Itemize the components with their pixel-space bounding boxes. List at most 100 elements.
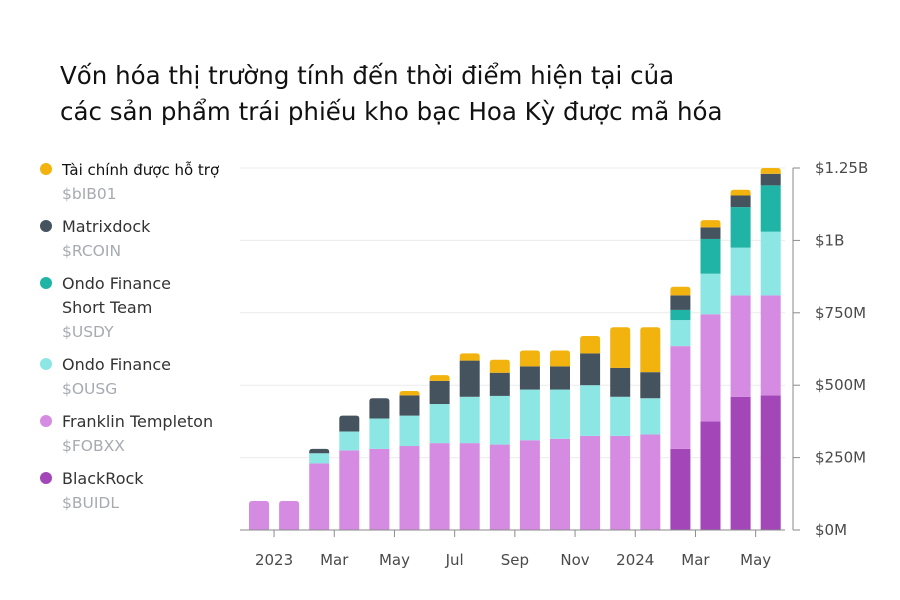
bar-segment bbox=[309, 448, 330, 454]
bar-segment bbox=[730, 195, 751, 208]
legend-ticker-ondo-finance: $OUSG bbox=[62, 380, 118, 398]
bar-segment bbox=[580, 435, 601, 530]
bar-segment bbox=[459, 360, 480, 397]
bar-segment bbox=[580, 335, 601, 354]
bar-segment bbox=[640, 434, 661, 530]
bar-stack bbox=[249, 501, 269, 530]
bar-segment bbox=[640, 327, 661, 373]
bar-segment bbox=[519, 350, 540, 367]
legend-item-ondo-finance: Ondo Finance $OUSG bbox=[40, 353, 240, 401]
x-tick-label: May bbox=[740, 551, 771, 569]
y-tick-label: $1.25B bbox=[815, 159, 868, 177]
y-tick-label: $750M bbox=[815, 304, 866, 322]
bar-segment bbox=[550, 350, 570, 367]
bar-segment bbox=[700, 220, 721, 228]
bar-segment bbox=[279, 501, 300, 530]
bar-segment bbox=[429, 443, 450, 530]
bar-segment bbox=[429, 380, 450, 405]
bar-segment bbox=[519, 389, 540, 441]
bar-stack bbox=[489, 359, 510, 530]
bar-stack bbox=[279, 501, 300, 530]
x-tick-label: 2023 bbox=[255, 551, 293, 569]
legend-ticker-ondo-short-team: $USDY bbox=[62, 323, 114, 341]
bar-segment bbox=[760, 173, 781, 186]
bar-stack bbox=[640, 327, 661, 530]
legend-swatch-supported-finance bbox=[40, 163, 52, 175]
bar-segment bbox=[760, 185, 781, 232]
legend-item-ondo-short-team: Ondo Finance Short Team $USDY bbox=[40, 272, 240, 344]
bar-segment bbox=[489, 359, 510, 373]
bar-stack bbox=[429, 375, 450, 530]
x-tick-label: May bbox=[379, 551, 410, 569]
bar-stack bbox=[670, 286, 691, 530]
bar-stack bbox=[730, 189, 751, 530]
y-tick-label: $1B bbox=[815, 231, 844, 249]
bar-segment bbox=[519, 440, 540, 530]
bar-segment bbox=[550, 389, 570, 439]
bar-segment bbox=[429, 375, 450, 381]
chart-legend: Tài chính được hỗ trợ $bIB01 Matrixdock … bbox=[40, 158, 240, 524]
bar-segment bbox=[700, 238, 721, 274]
legend-item-supported-finance: Tài chính được hỗ trợ $bIB01 bbox=[40, 158, 240, 206]
legend-item-matrixdock: Matrixdock $RCOIN bbox=[40, 215, 240, 263]
y-tick-label: $250M bbox=[815, 449, 866, 467]
grid-lines bbox=[240, 167, 785, 459]
bar-segment bbox=[309, 463, 330, 530]
legend-swatch-ondo-finance bbox=[40, 358, 52, 370]
y-tick-label: $500M bbox=[815, 376, 866, 394]
bar-segment bbox=[369, 418, 390, 449]
bar-stack bbox=[309, 448, 330, 530]
axes: $0M $250M $500M $750M $1B $1.25B 2023 Mar May Jul… bbox=[240, 159, 868, 569]
bar-segment bbox=[339, 431, 360, 451]
legend-label-franklin-templeton: Franklin Templeton bbox=[62, 412, 214, 431]
bar-segment bbox=[640, 398, 661, 435]
bar-segment bbox=[700, 314, 721, 422]
bar-segment bbox=[429, 404, 450, 444]
x-tick-label: 2024 bbox=[616, 551, 654, 569]
bar-segment bbox=[369, 398, 390, 419]
bar-segment bbox=[489, 395, 510, 445]
bar-segment bbox=[249, 501, 269, 530]
chart-title-line-2: các sản phẩm trái phiếu kho bạc Hoa Kỳ đ… bbox=[60, 97, 723, 126]
bar-segment bbox=[309, 453, 330, 464]
bar-stack bbox=[339, 415, 360, 530]
bar-segment bbox=[339, 450, 360, 530]
chart-title-line-1: Vốn hóa thị trường tính đến thời điểm hi… bbox=[60, 61, 675, 90]
legend-label-blackrock: BlackRock bbox=[62, 469, 144, 488]
bar-segment bbox=[730, 396, 751, 530]
bar-segment bbox=[700, 227, 721, 239]
bar-segment bbox=[670, 309, 691, 321]
bar-segment bbox=[670, 295, 691, 310]
x-tick-label: Jul bbox=[445, 551, 464, 569]
bar-segment bbox=[459, 443, 480, 530]
bar-segment bbox=[730, 247, 751, 296]
bar-segment bbox=[339, 415, 360, 432]
bar-segment bbox=[670, 448, 691, 530]
legend-ticker-matrixdock: $RCOIN bbox=[62, 242, 122, 260]
bar-segment bbox=[760, 395, 781, 530]
bar-stack bbox=[610, 327, 631, 530]
chart-title: Vốn hóa thị trường tính đến thời điểm hi… bbox=[60, 58, 880, 130]
bar-stack bbox=[580, 335, 601, 530]
bar-segment bbox=[760, 295, 781, 396]
legend-swatch-blackrock bbox=[40, 472, 52, 484]
x-tick-label: Sep bbox=[501, 551, 529, 569]
bar-segment bbox=[640, 372, 661, 399]
bar-segment bbox=[760, 231, 781, 296]
bar-segment bbox=[610, 327, 631, 368]
legend-swatch-matrixdock bbox=[40, 220, 52, 232]
bar-segment bbox=[399, 446, 420, 530]
bar-segment bbox=[369, 448, 390, 530]
bar-stack bbox=[459, 353, 480, 530]
bar-segment bbox=[580, 385, 601, 436]
bar-segment bbox=[700, 421, 721, 530]
bar-stack bbox=[550, 350, 570, 530]
bar-segment bbox=[610, 396, 631, 436]
x-tick-label: Nov bbox=[560, 551, 589, 569]
legend-ticker-supported-finance: $bIB01 bbox=[62, 185, 117, 203]
legend-label-supported-finance: Tài chính được hỗ trợ bbox=[62, 161, 220, 179]
legend-ticker-franklin-templeton: $FOBXX bbox=[62, 437, 125, 455]
bar-segment bbox=[399, 415, 420, 447]
bar-stack bbox=[399, 390, 420, 530]
